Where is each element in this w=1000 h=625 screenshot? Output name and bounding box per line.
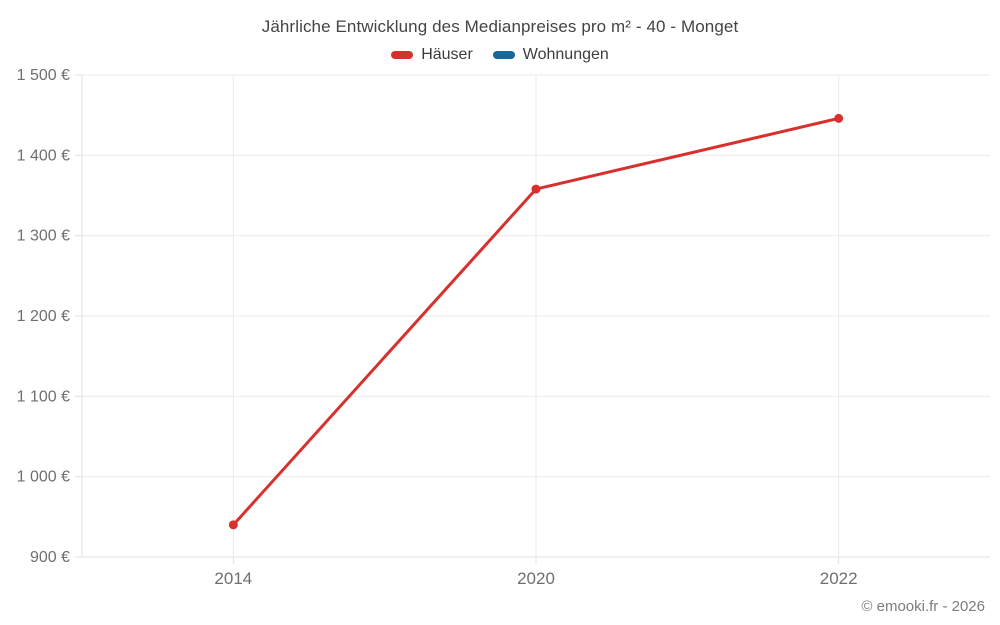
data-point[interactable] [834,113,844,123]
x-tick-label: 2022 [820,569,858,588]
y-tick-label: 1 300 € [17,228,70,245]
x-tick-label: 2020 [517,569,555,588]
x-tick-label: 2014 [214,569,252,588]
data-point[interactable] [531,184,541,194]
legend-swatch-wohnungen-icon [492,51,515,59]
y-tick-label: 900 € [30,549,70,566]
y-tick-label: 1 000 € [17,469,70,486]
legend-item-hauser[interactable]: Häuser [391,46,473,64]
y-tick-label: 1 200 € [17,308,70,325]
y-tick-label: 1 500 € [17,67,70,84]
y-tick-label: 1 400 € [17,147,70,164]
y-tick-label: 1 100 € [17,388,70,405]
chart-title: Jährliche Entwicklung des Medianpreises … [261,17,739,36]
legend-swatch-hauser-icon [391,51,414,59]
data-point[interactable] [228,520,238,530]
legend-label-wohnungen: Wohnungen [522,46,609,63]
copyright-footer: © emooki.fr - 2026 [861,598,985,615]
chart-legend: Häuser Wohnungen [0,46,1000,64]
legend-label-hauser: Häuser [421,46,473,63]
legend-item-wohnungen[interactable]: Wohnungen [492,46,609,64]
